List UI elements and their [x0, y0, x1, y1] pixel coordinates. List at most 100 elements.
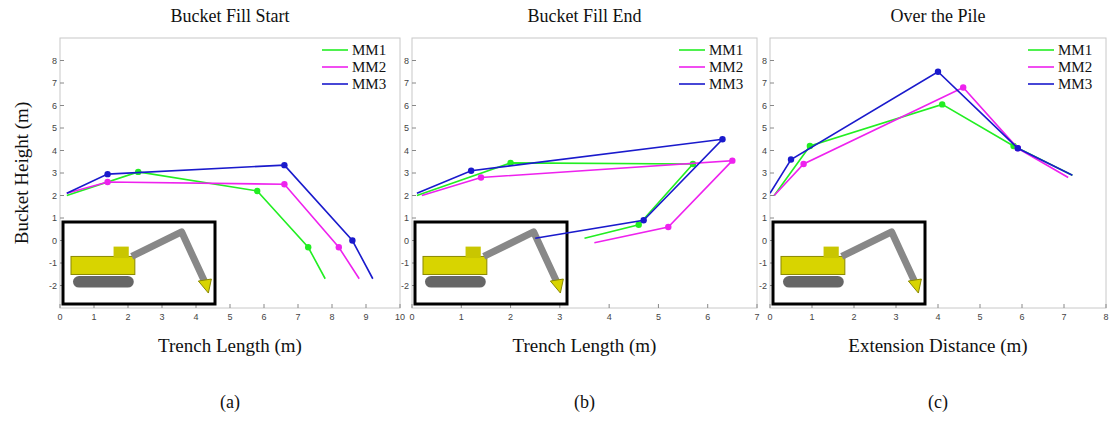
panel-letter: (a) — [220, 392, 240, 413]
series-marker — [935, 69, 941, 75]
x-tick-label: 2 — [851, 312, 856, 322]
series-marker — [719, 136, 725, 142]
y-tick — [60, 173, 64, 174]
y-tick — [412, 60, 416, 61]
legend-label: MM3 — [352, 76, 386, 92]
legend-swatch — [1028, 66, 1054, 68]
plot-frame — [60, 38, 400, 308]
y-tick — [770, 195, 774, 196]
x-axis-title: Trench Length (m) — [513, 335, 657, 357]
legend-label: MM1 — [1058, 42, 1092, 58]
x-tick — [230, 304, 231, 308]
y-tick-label: 6 — [762, 101, 767, 111]
inset-boom — [484, 232, 557, 281]
x-tick-label: 0 — [409, 312, 414, 322]
x-tick — [332, 304, 333, 308]
series-marker — [468, 168, 474, 174]
series-line — [67, 165, 373, 279]
y-tick-label: 5 — [762, 123, 767, 133]
x-tick-label: 4 — [935, 312, 940, 322]
inset-boom — [842, 232, 915, 281]
y-tick — [770, 83, 774, 84]
y-tick-label: 8 — [52, 56, 57, 66]
y-tick-label: 1 — [52, 213, 57, 223]
x-tick-label: 9 — [363, 312, 368, 322]
inset-cab — [824, 247, 839, 258]
legend-label: MM3 — [1058, 76, 1092, 92]
y-tick-label: 7 — [404, 78, 409, 88]
x-tick — [938, 304, 939, 308]
data-area — [67, 162, 373, 279]
y-tick-label: 0 — [762, 236, 767, 246]
x-tick-label: 6 — [1019, 312, 1024, 322]
legend-swatch — [322, 66, 348, 68]
y-tick — [770, 218, 774, 219]
x-tick-label: 5 — [227, 312, 232, 322]
x-tick-label: 6 — [261, 312, 266, 322]
inset-frame — [773, 222, 925, 304]
legend-label: MM3 — [709, 76, 743, 92]
y-tick-label: -2 — [401, 281, 409, 291]
x-tick-label: 2 — [508, 312, 513, 322]
y-tick — [60, 60, 64, 61]
x-tick — [298, 304, 299, 308]
panel-letter: (c) — [928, 392, 948, 413]
series-marker — [636, 222, 642, 228]
x-tick — [707, 304, 708, 308]
panel: 012345678910-2-1012345678Bucket Fill Sta… — [11, 6, 405, 413]
y-tick-label: -2 — [759, 281, 767, 291]
inset-tracks — [783, 276, 844, 287]
x-tick-label: 4 — [607, 312, 612, 322]
legend: MM1MM2MM3 — [679, 42, 743, 92]
y-tick-label: 3 — [52, 168, 57, 178]
x-tick — [658, 304, 659, 308]
y-axis-title: Bucket Height (m) — [11, 102, 33, 244]
x-tick — [980, 304, 981, 308]
inset-tracks — [73, 276, 134, 287]
x-axis-title: Trench Length (m) — [158, 335, 302, 357]
series-marker — [960, 84, 966, 90]
series-marker — [640, 217, 646, 223]
series-marker — [254, 188, 260, 194]
y-tick — [60, 105, 64, 106]
y-tick — [412, 83, 416, 84]
y-tick — [60, 83, 64, 84]
series-line — [417, 139, 723, 238]
x-tick-label: 3 — [557, 312, 562, 322]
y-tick-label: 6 — [404, 101, 409, 111]
y-tick-label: 8 — [762, 56, 767, 66]
series-marker — [281, 162, 287, 168]
y-tick-label: 7 — [52, 78, 57, 88]
inset-frame — [63, 222, 215, 304]
legend: MM1MM2MM3 — [1028, 42, 1092, 92]
y-tick-label: 4 — [404, 146, 409, 156]
series-line — [417, 163, 693, 238]
panel-letter: (b) — [574, 392, 595, 413]
y-tick — [770, 105, 774, 106]
y-tick-label: -1 — [401, 258, 409, 268]
y-tick-label: -2 — [49, 281, 57, 291]
x-tick-label: 8 — [1103, 312, 1108, 322]
y-tick-label: 5 — [404, 123, 409, 133]
series-line — [774, 88, 1068, 196]
x-tick-label: 2 — [125, 312, 130, 322]
x-tick-label: 5 — [977, 312, 982, 322]
series-marker — [349, 237, 355, 243]
data-area — [417, 136, 736, 243]
series-marker — [104, 179, 110, 185]
inset-bucket — [908, 279, 921, 293]
series-marker — [788, 156, 794, 162]
legend-label: MM1 — [709, 42, 743, 58]
y-tick-label: 2 — [762, 191, 767, 201]
y-tick-label: 3 — [762, 168, 767, 178]
y-tick — [412, 218, 416, 219]
y-tick-label: 0 — [52, 236, 57, 246]
y-tick — [412, 195, 416, 196]
series-line — [67, 182, 359, 279]
legend-label: MM1 — [352, 42, 386, 58]
y-tick-label: -1 — [49, 258, 57, 268]
x-tick-label: 8 — [329, 312, 334, 322]
inset-bucket — [198, 279, 211, 293]
y-tick — [60, 195, 64, 196]
series-marker — [939, 101, 945, 107]
